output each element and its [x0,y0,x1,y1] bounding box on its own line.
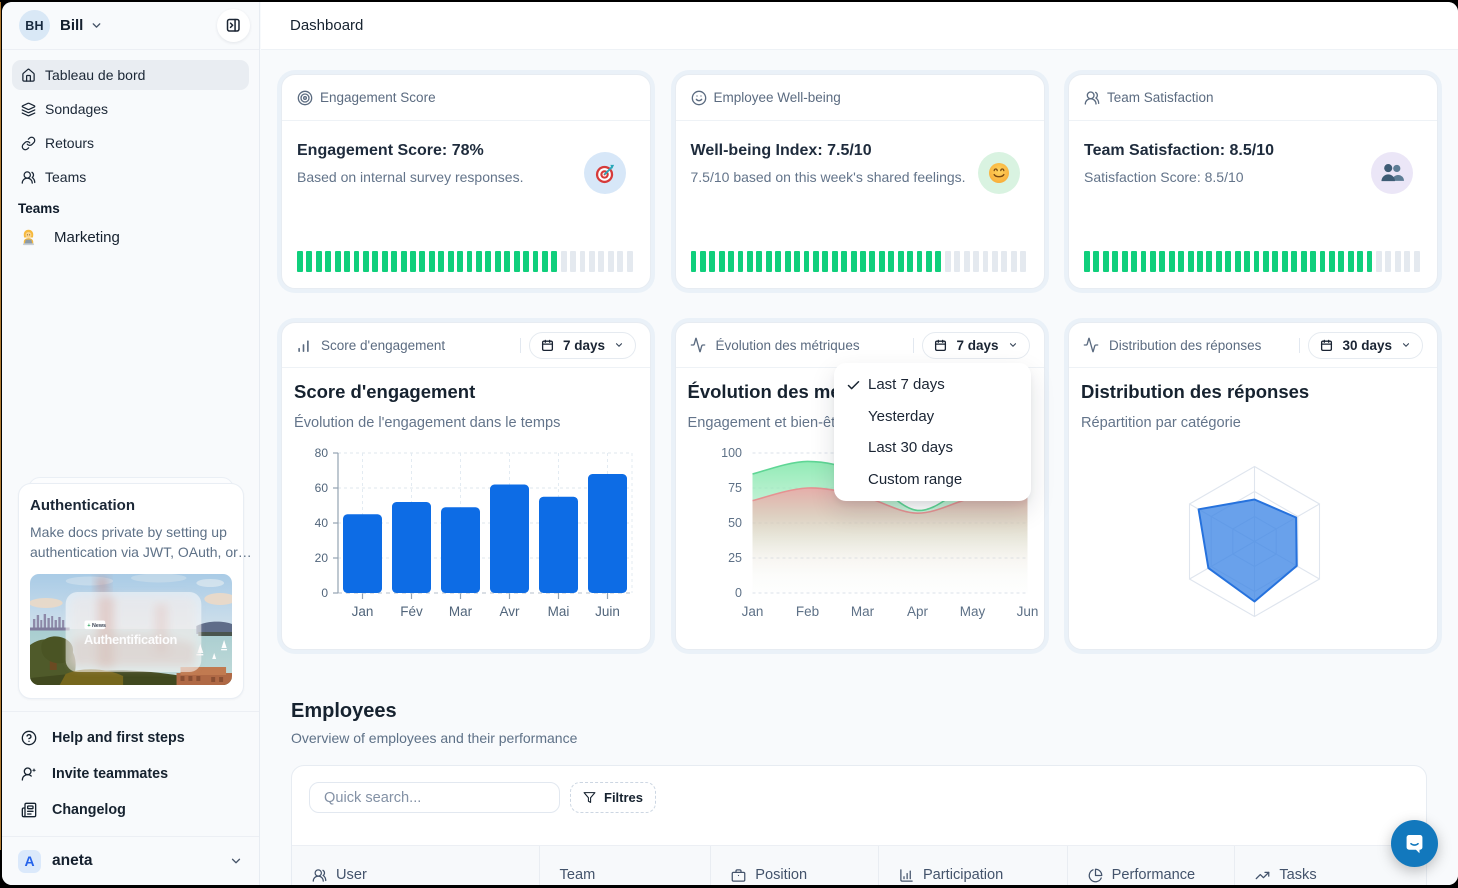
svg-text:+ News: + News [87,623,106,629]
svg-text:25: 25 [728,551,742,565]
svg-text:Jan: Jan [352,604,374,619]
svg-text:40: 40 [315,516,329,530]
svg-text:0: 0 [321,586,328,600]
svg-text:20: 20 [315,551,329,565]
svg-text:Apr: Apr [906,604,928,619]
svg-text:0: 0 [735,586,742,600]
svg-text:Juin: Juin [595,604,620,619]
svg-text:Avr: Avr [499,604,520,619]
svg-text:Jun: Jun [1016,604,1038,619]
svg-text:100: 100 [721,446,742,460]
svg-text:Mar: Mar [449,604,473,619]
svg-text:Mar: Mar [850,604,874,619]
svg-text:Fév: Fév [400,604,423,619]
svg-text:May: May [959,604,985,619]
svg-text:Authentification: Authentification [84,632,178,647]
svg-text:Mai: Mai [548,604,570,619]
svg-text:Jan: Jan [741,604,763,619]
svg-text:50: 50 [728,516,742,530]
svg-text:Feb: Feb [795,604,818,619]
svg-text:60: 60 [315,481,329,495]
svg-text:75: 75 [728,481,742,495]
svg-text:80: 80 [315,446,329,460]
